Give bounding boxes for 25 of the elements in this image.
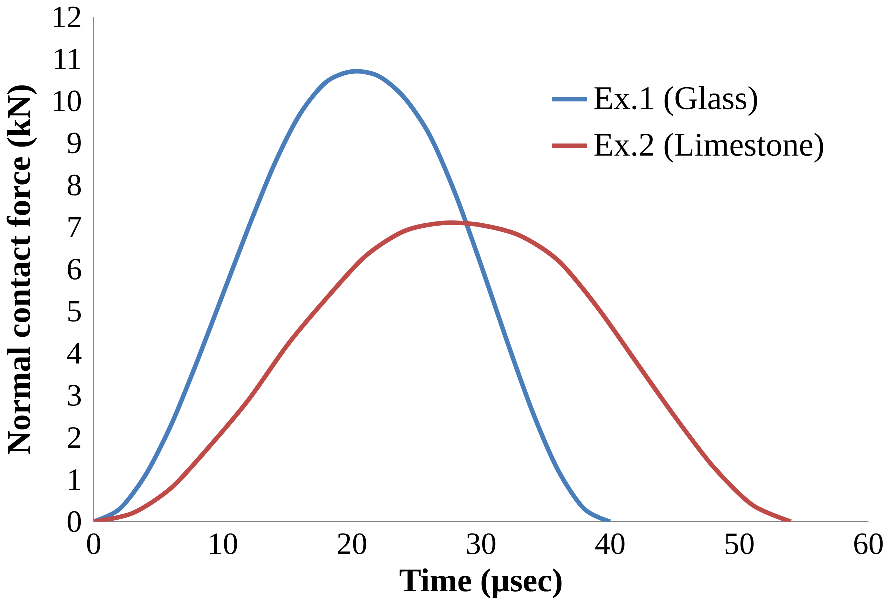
line-series [94, 220, 794, 522]
y-tick-label: 6 [68, 258, 82, 280]
y-tick-label: 10 [54, 90, 82, 112]
y-tick-label: 12 [54, 6, 81, 28]
y-tick-label: 2 [68, 427, 81, 448]
y-tick-label: 0 [68, 511, 82, 532]
x-tick-label: 20 [338, 533, 366, 554]
x-tick-label: 30 [467, 533, 496, 554]
y-tick-label: 9 [68, 132, 81, 154]
y-tick-label: 8 [68, 174, 82, 196]
y-axis-title: Normal contact force (kN) [6, 85, 38, 454]
legend-label: Ex.1 (Glass) [594, 86, 758, 116]
x-tick-label: 50 [726, 533, 754, 554]
x-tick-label: 10 [210, 533, 238, 554]
x-tick-label: 40 [596, 533, 625, 554]
y-tick-label: 7 [68, 217, 82, 238]
y-tick-label: 1 [69, 469, 80, 490]
y-tick-label: 3 [68, 385, 82, 406]
y-tick-label: 4 [67, 343, 82, 364]
y-tick-label: 11 [55, 48, 80, 70]
x-tick-label: 60 [854, 533, 883, 554]
legend-label: Ex.2 (Limestone) [594, 132, 824, 163]
x-axis-title: Time (μsec) [400, 568, 562, 598]
y-tick-label: 5 [68, 301, 82, 322]
x-tick-label: 0 [87, 533, 100, 554]
